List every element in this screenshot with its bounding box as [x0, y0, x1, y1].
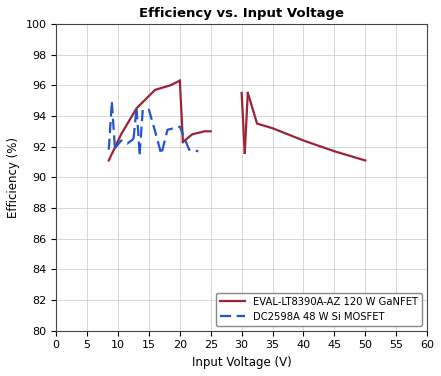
EVAL-LT8390A-AZ 120 W GaNFET — [106, 158, 112, 163]
Title: Efficiency vs. Input Voltage: Efficiency vs. Input Voltage — [139, 7, 344, 20]
EVAL-LT8390A-AZ 120 W GaNFET — [153, 88, 158, 92]
EVAL-LT8390A-AZ 120 W GaNFET — [177, 79, 183, 83]
Line: EVAL-LT8390A-AZ 120 W GaNFET: EVAL-LT8390A-AZ 120 W GaNFET — [109, 81, 180, 161]
DC2598A 48 W Si MOSFET — [106, 147, 112, 152]
Legend: EVAL-LT8390A-AZ 120 W GaNFET, DC2598A 48 W Si MOSFET: EVAL-LT8390A-AZ 120 W GaNFET, DC2598A 48… — [216, 293, 422, 326]
EVAL-LT8390A-AZ 120 W GaNFET — [168, 83, 173, 88]
DC2598A 48 W Si MOSFET — [109, 100, 115, 105]
EVAL-LT8390A-AZ 120 W GaNFET — [134, 106, 139, 111]
EVAL-LT8390A-AZ 120 W GaNFET — [174, 80, 179, 85]
Line: DC2598A 48 W Si MOSFET: DC2598A 48 W Si MOSFET — [109, 102, 112, 150]
Y-axis label: Efficiency (%): Efficiency (%) — [7, 137, 20, 218]
EVAL-LT8390A-AZ 120 W GaNFET — [119, 132, 124, 136]
X-axis label: Input Voltage (V): Input Voltage (V) — [192, 356, 292, 369]
